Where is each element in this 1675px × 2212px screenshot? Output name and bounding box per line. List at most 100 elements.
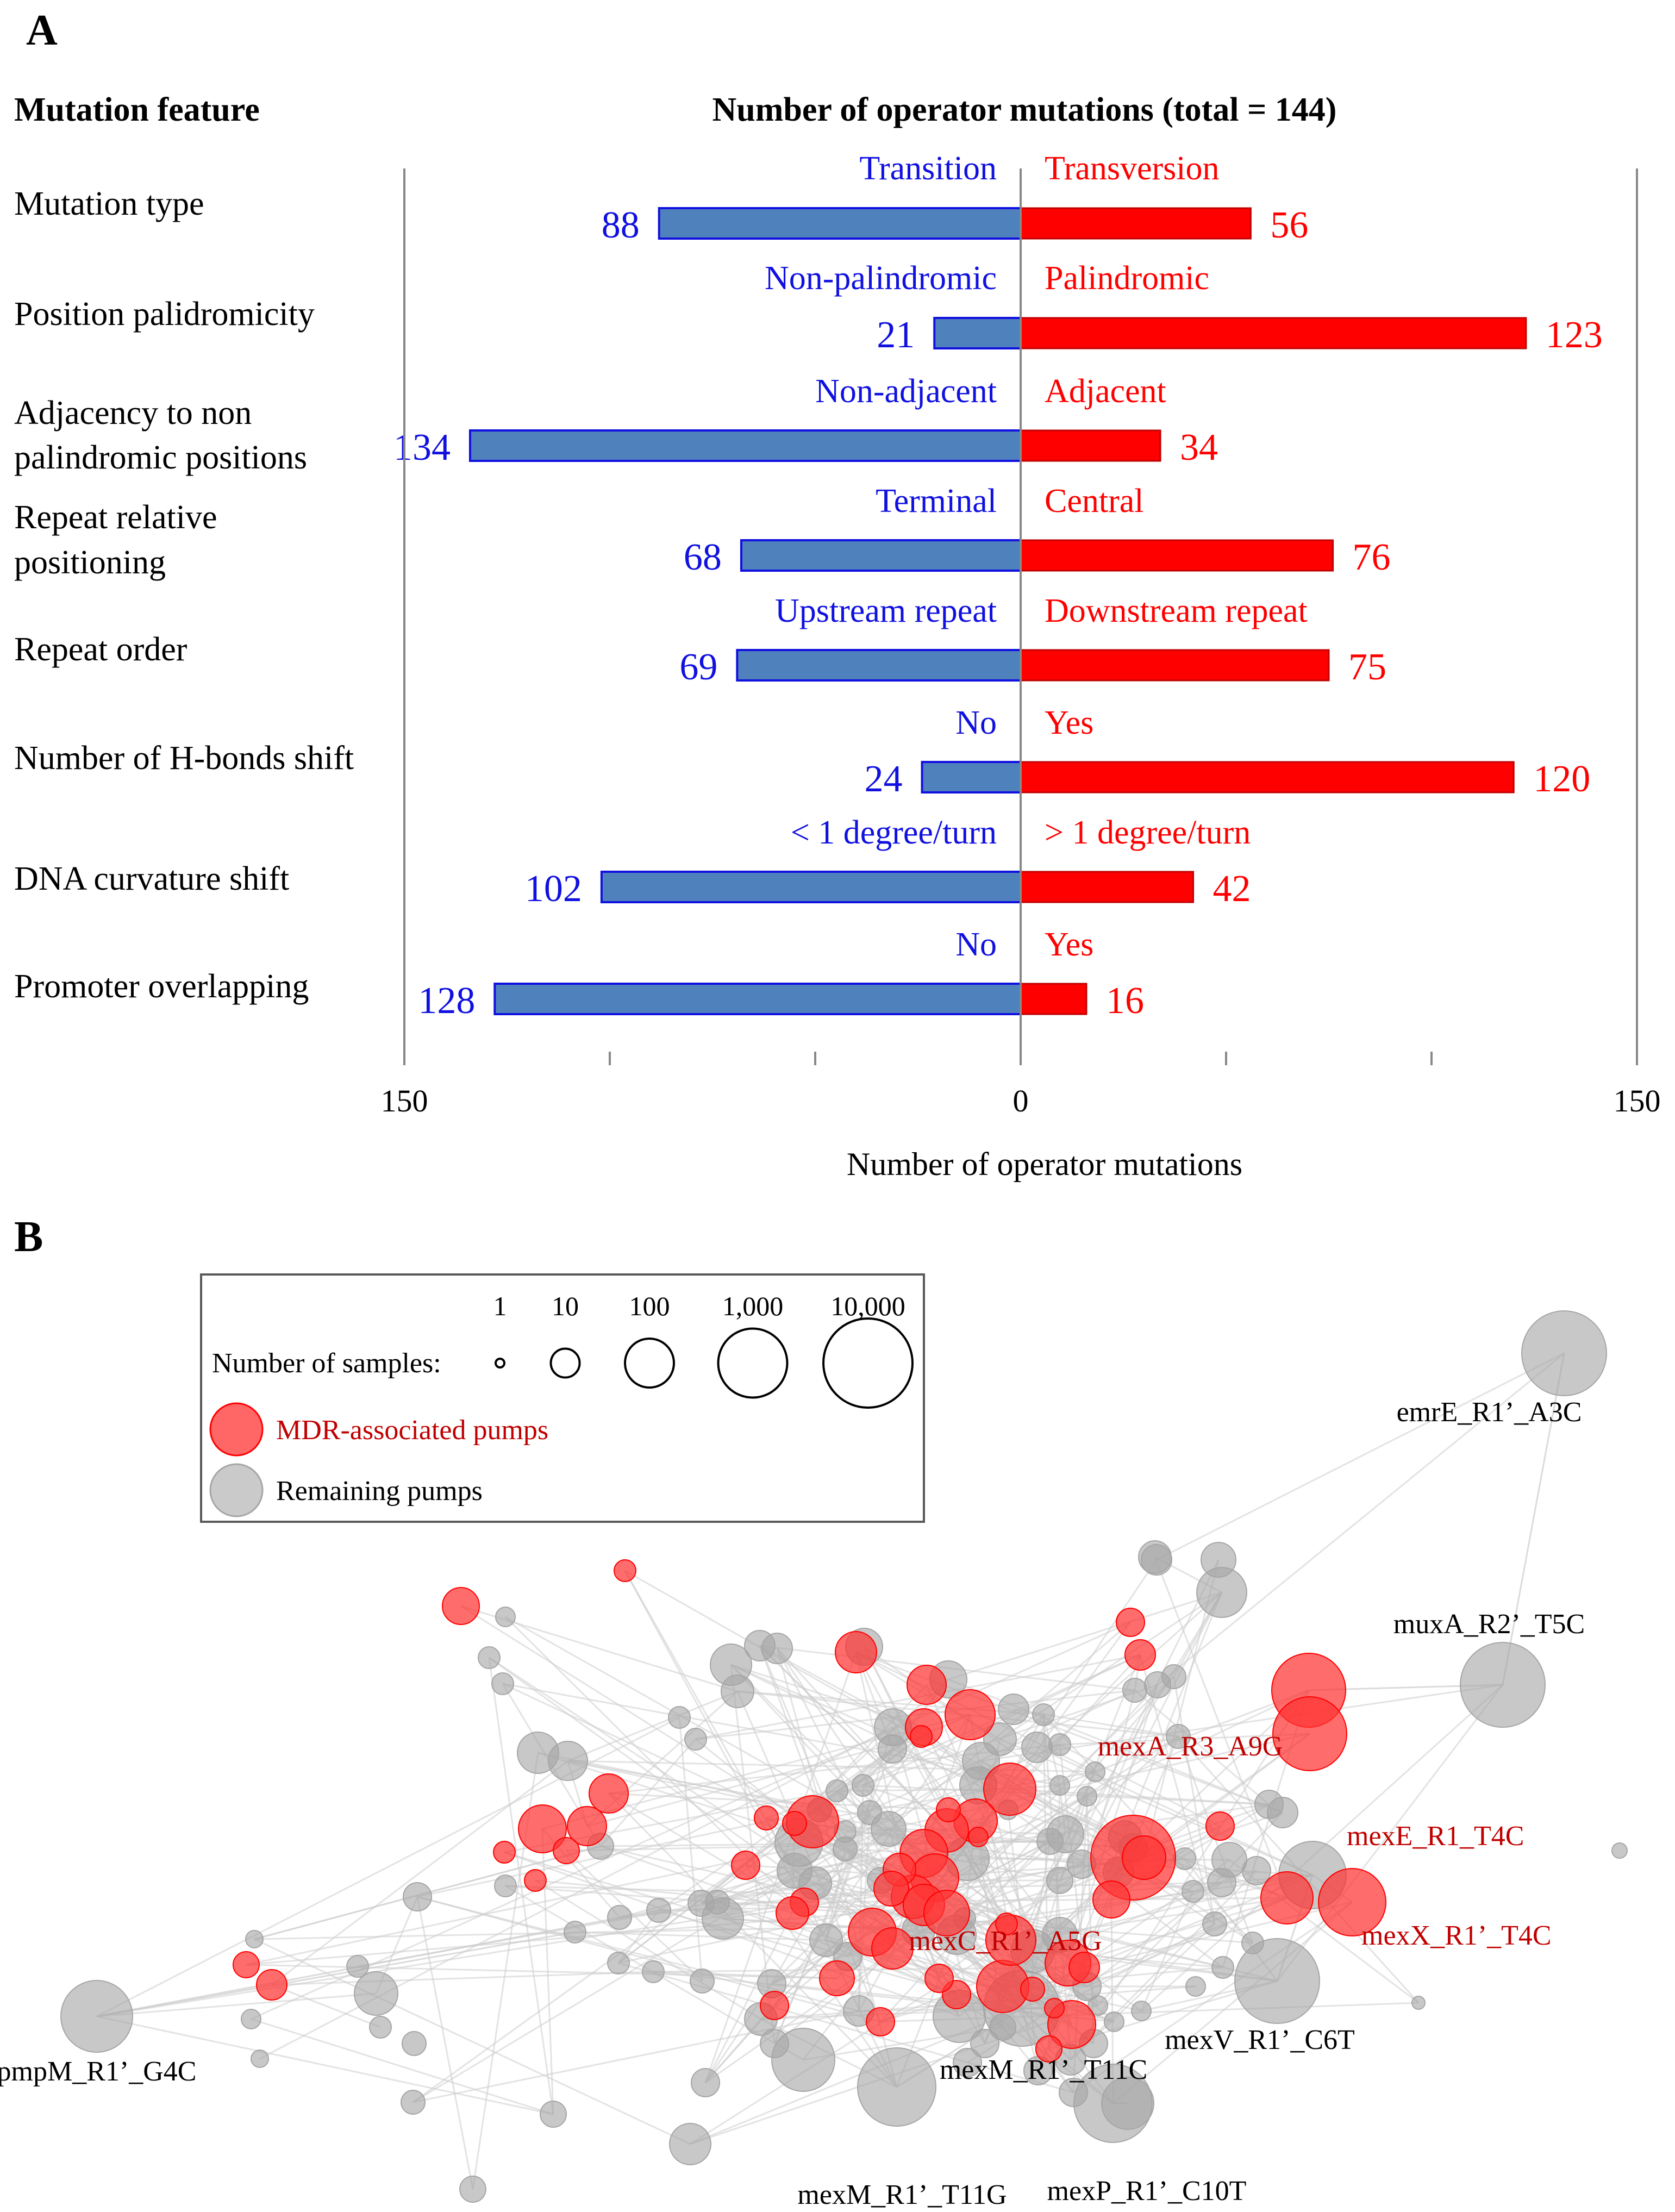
network-edge — [948, 1591, 1222, 1680]
pump-node — [369, 2016, 392, 2039]
left-value-label: 128 — [418, 980, 475, 1022]
mdr-pump-node — [936, 1797, 961, 1822]
bar-left — [658, 207, 1022, 240]
left-category-label: Non-palindromic — [765, 260, 997, 297]
network-edge — [416, 1896, 474, 2190]
pump-node — [354, 1971, 398, 2016]
pump-node — [668, 1706, 691, 1729]
bar-row: Adjacency to non palindromic positions Non… — [14, 373, 1218, 476]
mdr-pump-node — [968, 1827, 989, 1847]
pump-node — [402, 2031, 427, 2056]
left-value-label: 134 — [393, 427, 451, 468]
x-axis-ticks — [403, 1052, 1638, 1065]
network-edge — [417, 1896, 881, 2023]
bar-row: Mutation type Transition Transversion 88 56 — [14, 150, 1308, 246]
pump-node — [1207, 1868, 1236, 1897]
feature-label: Repeat relative — [14, 499, 217, 536]
pump-node — [495, 1607, 516, 1627]
pump-node — [1211, 1956, 1234, 1979]
pump-node — [1077, 1786, 1097, 1807]
legend-size-label: 10 — [552, 1291, 579, 1321]
network-edge — [1157, 1352, 1565, 1686]
legend-mdr-swatch — [209, 1402, 264, 1457]
feature-label: palindromic positions — [14, 439, 307, 476]
pump-node — [607, 1952, 630, 1974]
mdr-pump-node — [614, 1559, 636, 1582]
node-label: mexC_R1’_A5G — [909, 1926, 1102, 1957]
mdr-pump-node — [1260, 1871, 1314, 1924]
left-category-label: No — [955, 926, 997, 963]
pump-node — [705, 1890, 730, 1915]
network-edge — [96, 1992, 377, 2017]
bar-row: Repeat order Upstream repeat Downstream re… — [14, 592, 1386, 688]
bar-right — [1020, 649, 1330, 682]
pump-node — [826, 1779, 848, 1802]
pump-node — [1059, 2078, 1088, 2107]
pump-node — [1122, 1678, 1147, 1703]
network-edge — [1073, 1901, 1353, 2094]
node-label: mexX_R1’_T4C — [1361, 1920, 1552, 1951]
pump-node — [691, 2068, 720, 2097]
pump-node — [1241, 1932, 1264, 1954]
network-edge — [417, 1809, 820, 1898]
mdr-pump-node — [1122, 1835, 1166, 1880]
network-edge — [608, 1792, 898, 2088]
x-tick-label-right: 150 — [1614, 1083, 1661, 1119]
network-edge — [704, 1913, 793, 2083]
bar-left — [933, 317, 1022, 349]
mdr-pump-node — [871, 1927, 914, 1970]
right-category-label: Adjacent — [1045, 373, 1166, 410]
pump-node — [989, 2014, 1016, 2041]
network-edge — [246, 1964, 838, 1979]
feature-label: Position palidromicity — [14, 296, 315, 333]
node-label: mexM_R1’_T11C — [940, 2054, 1147, 2085]
right-value-label: 75 — [1348, 646, 1386, 688]
left-category-label: No — [955, 704, 997, 741]
bar-left — [740, 539, 1022, 572]
pump-node — [1611, 1842, 1628, 1859]
mdr-pump-node — [518, 1804, 567, 1853]
pump-node — [245, 1930, 264, 1948]
pump-node — [1049, 1775, 1070, 1796]
pump-node — [1104, 2011, 1124, 2032]
mdr-pump-node — [945, 1689, 996, 1740]
mdr-pump-node — [760, 1991, 789, 2020]
pump-node — [491, 1672, 514, 1695]
pump-node — [1185, 1976, 1206, 1997]
mdr-pump-node — [1068, 1952, 1100, 1983]
network-edge — [488, 1657, 554, 2115]
mdr-pump-node — [493, 1841, 516, 1864]
feature-label: DNA curvature shift — [14, 860, 289, 897]
right-category-label: Palindromic — [1045, 260, 1209, 297]
mdr-pump-node — [873, 1871, 909, 1907]
left-category-label: Transition — [859, 150, 997, 187]
mdr-pump-node — [589, 1773, 629, 1814]
mdr-pump-node — [1116, 1608, 1145, 1637]
legend-size-circle — [549, 1347, 581, 1379]
network-edge — [1059, 1744, 1221, 1827]
mdr-pump-node — [910, 1725, 933, 1748]
left-value-label: 68 — [684, 536, 722, 578]
bar-left — [600, 871, 1022, 903]
pump-node — [1234, 1938, 1320, 2024]
network-edge — [502, 1683, 900, 1871]
network-edge — [567, 1690, 738, 1762]
right-value-label: 56 — [1270, 204, 1308, 246]
mdr-pump-node — [866, 2007, 895, 2036]
mdr-pump-node — [524, 1869, 547, 1892]
pump-node — [857, 2047, 936, 2127]
feature-label: Mutation type — [14, 185, 204, 222]
pump-node — [1166, 1724, 1191, 1749]
pump-node — [1085, 1761, 1105, 1782]
network-edge — [964, 1676, 1175, 1919]
pump-node — [60, 1980, 133, 2053]
network-edge — [658, 1748, 893, 1911]
network-edge — [618, 1863, 1082, 1964]
right-category-label: Central — [1045, 483, 1144, 520]
bar-right — [1020, 317, 1527, 349]
node-label: mexP_R1’_C10T — [1047, 2176, 1247, 2207]
legend-mdr-label: MDR-associated pumps — [276, 1415, 548, 1446]
legend-size-label: 10,000 — [830, 1291, 905, 1321]
chart-title: Number of operator mutations (total = 14… — [712, 91, 1337, 128]
mdr-pump-node — [1272, 1696, 1347, 1771]
